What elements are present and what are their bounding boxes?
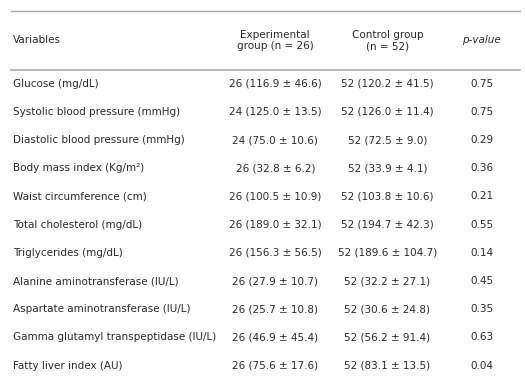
- Text: 52 (189.6 ± 104.7): 52 (189.6 ± 104.7): [338, 248, 437, 258]
- Text: Aspartate aminotransferase (IU/L): Aspartate aminotransferase (IU/L): [13, 304, 190, 314]
- Text: 26 (156.3 ± 56.5): 26 (156.3 ± 56.5): [229, 248, 322, 258]
- Text: 52 (30.6 ± 24.8): 52 (30.6 ± 24.8): [344, 304, 430, 314]
- Text: 26 (116.9 ± 46.6): 26 (116.9 ± 46.6): [229, 79, 322, 89]
- Text: Body mass index (Kg/m²): Body mass index (Kg/m²): [13, 163, 144, 173]
- Text: Systolic blood pressure (mmHg): Systolic blood pressure (mmHg): [13, 107, 180, 117]
- Text: 0.45: 0.45: [470, 276, 493, 286]
- Text: Experimental
group (n = 26): Experimental group (n = 26): [237, 30, 313, 51]
- Text: 0.14: 0.14: [470, 248, 493, 258]
- Text: 26 (100.5 ± 10.9): 26 (100.5 ± 10.9): [229, 191, 321, 202]
- Text: Fatty liver index (AU): Fatty liver index (AU): [13, 361, 122, 371]
- Text: 52 (33.9 ± 4.1): 52 (33.9 ± 4.1): [348, 163, 427, 173]
- Text: 52 (120.2 ± 41.5): 52 (120.2 ± 41.5): [341, 79, 434, 89]
- Text: Triglycerides (mg/dL): Triglycerides (mg/dL): [13, 248, 122, 258]
- Text: Glucose (mg/dL): Glucose (mg/dL): [13, 79, 98, 89]
- Text: 0.55: 0.55: [470, 220, 493, 230]
- Text: 52 (32.2 ± 27.1): 52 (32.2 ± 27.1): [344, 276, 430, 286]
- Text: 26 (32.8 ± 6.2): 26 (32.8 ± 6.2): [236, 163, 315, 173]
- Text: 0.29: 0.29: [470, 135, 493, 145]
- Text: 0.04: 0.04: [470, 361, 493, 371]
- Text: Gamma glutamyl transpeptidase (IU/L): Gamma glutamyl transpeptidase (IU/L): [13, 332, 216, 343]
- Text: 0.75: 0.75: [470, 107, 493, 117]
- Text: Waist circumference (cm): Waist circumference (cm): [13, 191, 146, 202]
- Text: 0.75: 0.75: [470, 79, 493, 89]
- Text: 0.21: 0.21: [470, 191, 493, 202]
- Text: 26 (46.9 ± 45.4): 26 (46.9 ± 45.4): [232, 332, 318, 343]
- Text: 26 (189.0 ± 32.1): 26 (189.0 ± 32.1): [229, 220, 322, 230]
- Text: Total cholesterol (mg/dL): Total cholesterol (mg/dL): [13, 220, 142, 230]
- Text: Variables: Variables: [13, 35, 60, 45]
- Text: Alanine aminotransferase (IU/L): Alanine aminotransferase (IU/L): [13, 276, 178, 286]
- Text: 52 (194.7 ± 42.3): 52 (194.7 ± 42.3): [341, 220, 434, 230]
- Text: 0.36: 0.36: [470, 163, 493, 173]
- Text: 52 (56.2 ± 91.4): 52 (56.2 ± 91.4): [344, 332, 430, 343]
- Text: 26 (27.9 ± 10.7): 26 (27.9 ± 10.7): [232, 276, 318, 286]
- Text: 52 (72.5 ± 9.0): 52 (72.5 ± 9.0): [348, 135, 427, 145]
- Text: Diastolic blood pressure (mmHg): Diastolic blood pressure (mmHg): [13, 135, 184, 145]
- Text: 0.35: 0.35: [470, 304, 493, 314]
- Text: 52 (83.1 ± 13.5): 52 (83.1 ± 13.5): [344, 361, 430, 371]
- Text: p-value: p-value: [462, 35, 501, 45]
- Text: 0.63: 0.63: [470, 332, 493, 343]
- Text: 52 (103.8 ± 10.6): 52 (103.8 ± 10.6): [341, 191, 434, 202]
- Text: 24 (125.0 ± 13.5): 24 (125.0 ± 13.5): [229, 107, 322, 117]
- Text: 26 (75.6 ± 17.6): 26 (75.6 ± 17.6): [232, 361, 318, 371]
- Text: 26 (25.7 ± 10.8): 26 (25.7 ± 10.8): [232, 304, 318, 314]
- Text: 24 (75.0 ± 10.6): 24 (75.0 ± 10.6): [233, 135, 318, 145]
- Text: Control group
(n = 52): Control group (n = 52): [352, 30, 423, 51]
- Text: 52 (126.0 ± 11.4): 52 (126.0 ± 11.4): [341, 107, 434, 117]
